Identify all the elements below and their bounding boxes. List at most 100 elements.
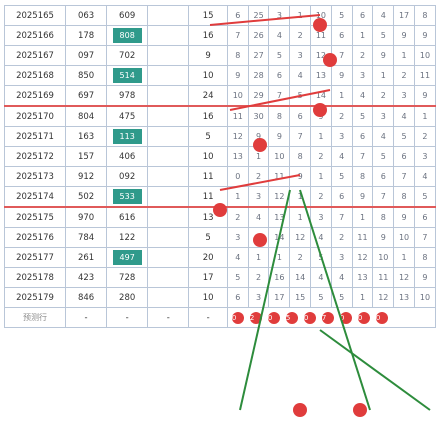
number-cell: 5 — [351, 105, 374, 127]
prediction-ball: 7 — [321, 311, 334, 324]
number-cell: 17 — [393, 5, 415, 26]
value-c — [147, 247, 190, 268]
number-cell: 12 — [393, 267, 415, 288]
number-cell: 27 — [247, 45, 270, 66]
table-row: 2025179 846 280 10 6 3 17 15 5 5 1 12 13 10 — [3, 287, 437, 308]
value-a-text: 178 — [77, 30, 95, 41]
prediction-ball: 2 — [249, 311, 262, 324]
number-cell: 1 — [268, 247, 291, 268]
issue-number: 2025169 — [3, 85, 67, 107]
trend-table: 2025165 063 609 15 6 25 3 1 10 5 6 4 17 8 2025166 178 80… — [3, 5, 437, 328]
number-cell: 4 — [413, 166, 437, 187]
number-cell: 11 — [310, 25, 332, 46]
value-b-text: 978 — [119, 90, 136, 101]
value-d: 10 — [188, 65, 228, 86]
issue-number: 2025172 — [3, 146, 67, 167]
trend-arrow — [319, 329, 431, 411]
number-cell: 2 — [372, 85, 395, 107]
value-a-text: 784 — [77, 232, 95, 243]
table-row: 2025176 784 122 5 3 5 14 12 4 2 11 9 10 7 — [3, 227, 437, 248]
number-cell: 2 — [330, 105, 353, 127]
value-c — [147, 206, 190, 228]
number-cell: 12 — [268, 186, 291, 208]
value-c — [147, 126, 190, 147]
number-cell: 2 — [226, 206, 249, 228]
prediction-ball: 5 — [285, 311, 298, 324]
number-cell: 9 — [393, 206, 415, 228]
issue-number: 2025176 — [3, 227, 67, 248]
value-b: 533 — [106, 186, 149, 208]
number-cell: 1 — [289, 5, 312, 26]
issue-number: 2025177 — [3, 247, 67, 268]
number-cell: 6 — [393, 146, 415, 167]
highlight-ball — [353, 403, 367, 417]
number-cell: 8 — [372, 206, 395, 228]
number-cell: 4 — [393, 105, 415, 127]
value-d: 11 — [188, 186, 228, 208]
prediction-row: 预测行 - - - -0 2 0 5 0 7 0 0 0 — [3, 307, 437, 328]
value-b: 616 — [106, 206, 149, 228]
number-cell: 11 — [268, 166, 291, 187]
number-cell: 3 — [247, 186, 270, 208]
number-cell: 7 — [330, 206, 353, 228]
number-cell: 5 — [393, 126, 415, 147]
value-c — [147, 105, 190, 127]
value-a: 970 — [65, 206, 108, 228]
number-cell: 17 — [268, 287, 291, 308]
value-c — [147, 65, 190, 86]
number-cell: 8 — [351, 166, 374, 187]
value-d: 10 — [188, 146, 228, 167]
number-cell: 5 — [372, 25, 395, 46]
value-c — [147, 287, 190, 308]
value-a-text: 697 — [77, 90, 95, 101]
number-cell: 7 — [330, 45, 353, 66]
number-cell: 9 — [226, 65, 249, 86]
number-cell: 1 — [393, 45, 415, 66]
number-cell: 1 — [351, 25, 374, 46]
value-d: 5 — [188, 126, 228, 147]
value-d: 15 — [188, 5, 228, 26]
value-b: 808 — [106, 25, 149, 46]
prediction-label: 预测行 — [3, 307, 67, 328]
value-b-text: 280 — [119, 292, 136, 303]
value-b-text: 497 — [112, 250, 142, 265]
prediction-ball: 0 — [303, 311, 316, 324]
value-d: 10 — [188, 287, 228, 308]
number-cell: 1 — [310, 126, 332, 147]
number-cell: 7 — [289, 126, 312, 147]
number-cell: 3 — [351, 65, 374, 86]
value-c — [147, 186, 190, 208]
number-cell: 30 — [247, 105, 270, 127]
number-cell: 2 — [393, 65, 415, 86]
number-cell: 5 — [330, 166, 353, 187]
number-cell: 9 — [310, 105, 332, 127]
number-cell: 5 — [226, 267, 249, 288]
value-d: 17 — [188, 267, 228, 288]
number-cell: 7 — [351, 146, 374, 167]
issue-number: 2025173 — [3, 166, 67, 187]
value-b-text: 616 — [119, 212, 136, 223]
number-cell: 10 — [372, 247, 395, 268]
value-a: 423 — [65, 267, 108, 288]
number-cell: 9 — [330, 65, 353, 86]
value-b-text: 609 — [119, 10, 136, 21]
number-cell: 1 — [372, 65, 395, 86]
number-cell: 12 — [351, 247, 374, 268]
number-cell: 1 — [289, 206, 312, 228]
number-cell: 3 — [413, 146, 437, 167]
prediction-ball: 0 — [339, 311, 352, 324]
number-cell: 8 — [289, 146, 312, 167]
table-row: 2025171 163 113 5 12 9 9 7 1 3 6 4 5 2 — [3, 126, 437, 147]
table-row: 2025178 423 728 17 5 2 16 14 4 4 13 11 12 9 — [3, 267, 437, 288]
value-a: 178 — [65, 25, 108, 46]
number-cell: 5 — [247, 227, 270, 248]
value-d: 9 — [188, 45, 228, 66]
number-cell: 10 — [393, 227, 415, 248]
number-cell: 3 — [393, 85, 415, 107]
number-cell: 10 — [413, 287, 437, 308]
number-cell: 4 — [372, 126, 395, 147]
number-cell: 6 — [226, 5, 249, 26]
number-cell: 5 — [268, 45, 291, 66]
number-cell: 6 — [226, 287, 249, 308]
